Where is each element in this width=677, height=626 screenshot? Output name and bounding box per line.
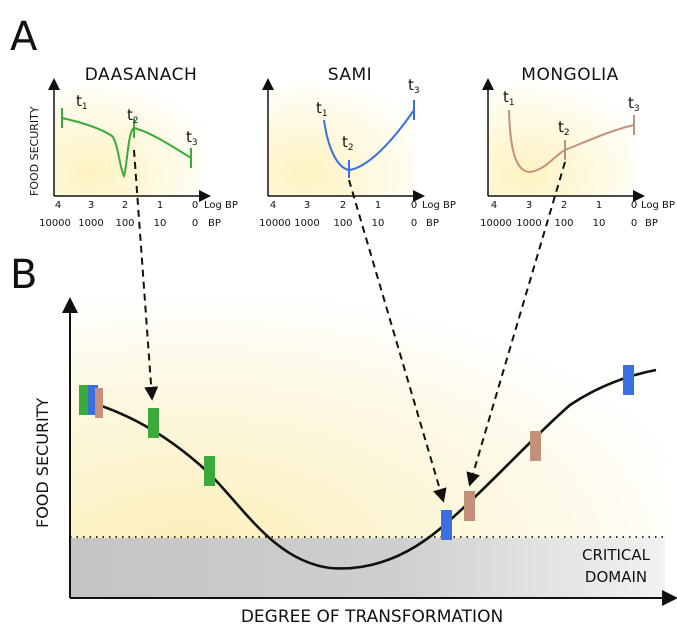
log-tick: 2 — [122, 200, 128, 211]
time-label-t3: t3 — [186, 128, 198, 148]
marker-daasanach-t3 — [204, 456, 215, 486]
bp-tick: 1000 — [516, 218, 541, 229]
mini-chart-mongolia: MONGOLIA t1 t2 t3 4 3 2 1 0 Log BP 10000… — [480, 65, 675, 229]
bp-tick: 10 — [154, 218, 167, 229]
food-security-curve — [81, 368, 657, 570]
critical-domain-area — [70, 538, 665, 598]
trajectory-daasanach — [61, 117, 192, 179]
time-label-t1: t1 — [503, 88, 515, 108]
log-tick: 4 — [270, 200, 276, 211]
mini-chart-bg — [268, 86, 416, 196]
bp-unit-label: BP — [645, 218, 658, 229]
log-tick: 4 — [491, 200, 497, 211]
region-title-mongolia: MONGOLIA — [521, 65, 618, 85]
log-tick: 4 — [55, 200, 61, 211]
log-tick: 1 — [157, 200, 163, 211]
log-tick: 3 — [304, 200, 310, 211]
time-label-t2: t2 — [342, 133, 354, 153]
mini-chart-bg — [488, 86, 636, 196]
bp-tick: 10000 — [480, 218, 512, 229]
log-tick: 2 — [561, 200, 567, 211]
log-tick: 1 — [375, 200, 381, 211]
log-tick: 1 — [596, 200, 602, 211]
log-tick: 2 — [340, 200, 346, 211]
time-label-t3: t3 — [628, 94, 640, 114]
marker-mongolia-t1 — [95, 388, 103, 418]
mini-y-label-daasanach: FOOD SECURITY — [28, 106, 41, 196]
marker-mongolia-t2 — [464, 491, 475, 521]
log-bp-label: Log BP — [641, 200, 675, 211]
marker-mongolia-t3 — [530, 431, 541, 461]
time-label-t2: t2 — [127, 106, 139, 126]
bp-unit-label: BP — [426, 218, 439, 229]
bp-tick: 10 — [593, 218, 606, 229]
log-tick: 0 — [411, 200, 417, 211]
time-label-t2: t2 — [558, 118, 570, 138]
main-x-label: DEGREE OF TRANSFORMATION — [241, 607, 503, 626]
log-tick: 3 — [88, 200, 94, 211]
marker-sami-t3 — [623, 365, 634, 395]
mini-chart-daasanach: DAASANACH FOOD SECURITY t1 t2 t3 4 3 2 1… — [28, 65, 238, 229]
marker-daasanach-t1 — [79, 385, 89, 415]
main-y-label: FOOD SECURITY — [33, 397, 52, 528]
bp-tick: 10 — [372, 218, 385, 229]
region-title-sami: SAMI — [328, 65, 372, 85]
marker-sami-t1 — [88, 385, 98, 415]
bp-unit-label: BP — [208, 218, 221, 229]
bp-tick: 10000 — [259, 218, 291, 229]
region-title-daasanach: DAASANACH — [85, 65, 197, 85]
bp-tick: 0 — [411, 218, 417, 229]
panel-b-letter: B — [10, 252, 37, 298]
connector-arrow-sami — [348, 179, 447, 503]
main-chart: FOOD SECURITY DEGREE OF TRANSFORMATION C… — [33, 297, 677, 626]
bp-tick: 100 — [333, 218, 352, 229]
panel-a-letter: A — [10, 14, 38, 60]
bp-tick: 100 — [554, 218, 573, 229]
log-bp-label: Log BP — [204, 200, 238, 211]
time-label-t1: t1 — [76, 92, 88, 112]
marker-sami-t2 — [441, 510, 452, 540]
time-label-t1: t1 — [316, 99, 328, 119]
bp-tick: 1000 — [78, 218, 103, 229]
critical-domain-label: DOMAIN — [585, 568, 647, 586]
time-label-t3: t3 — [408, 76, 420, 96]
bp-tick: 100 — [115, 218, 134, 229]
marker-daasanach-t2 — [148, 408, 159, 438]
mini-chart-bg — [54, 86, 202, 196]
bp-tick: 10000 — [39, 218, 71, 229]
trajectory-mongolia — [508, 109, 635, 174]
bp-tick: 0 — [631, 218, 637, 229]
mini-chart-sami: SAMI t1 t2 t3 4 3 2 1 0 Log BP 10000 100… — [259, 65, 456, 229]
log-tick: 3 — [526, 200, 532, 211]
connector-arrow-mongolia — [466, 161, 566, 487]
log-tick: 0 — [192, 200, 198, 211]
log-bp-label: Log BP — [422, 200, 456, 211]
bp-tick: 0 — [192, 218, 198, 229]
bp-tick: 1000 — [294, 218, 319, 229]
log-tick: 0 — [631, 200, 637, 211]
critical-domain-label: CRITICAL — [582, 546, 651, 564]
connector-arrow-daasanach — [133, 149, 159, 401]
